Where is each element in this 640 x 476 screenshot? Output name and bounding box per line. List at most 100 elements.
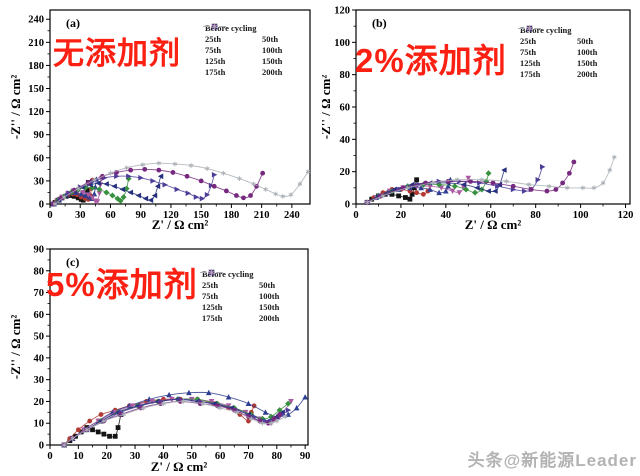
svg-text:0: 0 — [47, 451, 52, 462]
legend-entry: 100th — [518, 25, 598, 57]
legend-entry: 175th — [203, 23, 260, 77]
svg-text:80: 80 — [340, 70, 351, 81]
legend-label: Before cycling — [205, 22, 257, 33]
legend-entry: 75th — [200, 269, 257, 301]
legend-label: 100th — [262, 44, 283, 55]
svg-text:90: 90 — [300, 451, 311, 462]
legend-marker-star — [200, 269, 223, 276]
legend-label: 125th — [520, 57, 541, 68]
legend-entry: 25th — [518, 25, 575, 46]
legend-label: 100th — [577, 46, 598, 57]
svg-text:40: 40 — [340, 135, 351, 146]
legend-label: 25th — [520, 35, 537, 46]
legend-label: Before cycling — [202, 268, 254, 279]
legend-row: 125th 150th — [200, 269, 280, 312]
legend-entry: 75th — [203, 23, 260, 55]
svg-text:60: 60 — [34, 153, 45, 164]
legend-a: Before cycling 25th 50th 75th 100th 125th 150t… — [203, 22, 282, 77]
legend-c: Before cycling 25th 50th 75th 100th 125th 150t… — [200, 268, 279, 323]
svg-text:0: 0 — [353, 210, 358, 221]
legend-entry: 200th — [518, 25, 597, 79]
series-200th — [364, 154, 617, 205]
legend-entry: 175th — [200, 269, 257, 323]
svg-text:20: 20 — [101, 451, 112, 462]
legend-label: 150th — [262, 55, 283, 66]
watermark: 头条@新能源Leader — [468, 446, 637, 471]
legend-entry: 150th — [203, 23, 283, 66]
legend-label: 75th — [202, 290, 219, 301]
legend-entry: 100th — [203, 23, 283, 55]
legend-entry: 100th — [200, 269, 279, 301]
svg-text:(a): (a) — [66, 16, 80, 30]
legend-entry: 25th — [200, 269, 257, 290]
svg-text:180: 180 — [224, 210, 240, 221]
svg-text:-Z'' / Ω cm²: -Z'' / Ω cm² — [322, 75, 333, 140]
plot-c-svg: 0 10 20 30 40 50 60 70 80 90 0 10 20 30 40 50 60 70 80 90 Z'… — [8, 245, 311, 475]
legend-label: 50th — [259, 279, 276, 290]
nyquist-chart-a: 0 30 60 90 120 150 180 210 240 0 30 60 90 120 150 180 21… — [6, 0, 318, 234]
svg-text:20: 20 — [34, 397, 45, 408]
legend-marker-star — [203, 23, 226, 30]
annotation-2pct-additive: 2%添加剂 — [355, 42, 507, 79]
plot-b-svg: 0 20 40 60 80 100 120 0 20 40 60 80 100 120 Z' / Ω cm²… — [322, 6, 633, 233]
svg-text:70: 70 — [243, 451, 254, 462]
legend-label: 25th — [205, 33, 222, 44]
legend-row: 25th 50th — [203, 23, 282, 44]
series-200th — [52, 160, 311, 207]
svg-text:80: 80 — [530, 210, 541, 221]
legend-entry: 125th — [200, 269, 257, 312]
svg-text:30: 30 — [34, 375, 45, 386]
svg-text:60: 60 — [486, 210, 497, 221]
svg-text:90: 90 — [34, 130, 45, 141]
svg-text:50: 50 — [34, 332, 45, 343]
legend-entry: 150th — [200, 269, 280, 312]
legend-label: 75th — [520, 46, 537, 57]
svg-text:150: 150 — [28, 84, 44, 95]
svg-text:30: 30 — [130, 451, 141, 462]
legend-entry: 125th — [518, 25, 575, 68]
legend-entry: 175th — [518, 25, 575, 79]
svg-text:210: 210 — [254, 210, 270, 221]
legend-entry: 25th — [203, 23, 260, 44]
legend-row: 125th 150th — [518, 25, 598, 68]
legend-label: 175th — [520, 68, 541, 79]
legend-marker-star — [518, 25, 541, 32]
legend-row: 125th 150th — [203, 23, 283, 66]
legend-entry: 125th — [203, 23, 260, 66]
svg-text:100: 100 — [334, 38, 350, 49]
svg-text:240: 240 — [284, 210, 300, 221]
svg-text:0: 0 — [47, 210, 52, 221]
legend-label: 150th — [577, 57, 598, 68]
svg-text:60: 60 — [34, 310, 45, 321]
legend-entry: 75th — [518, 25, 575, 57]
annotation-no-additive: 无添加剂 — [53, 36, 181, 71]
svg-text:50: 50 — [187, 451, 198, 462]
svg-text:20: 20 — [396, 210, 407, 221]
legend-label: 50th — [577, 35, 594, 46]
legend-entry: 200th — [203, 23, 282, 77]
legend-row: 75th 100th — [518, 25, 598, 57]
svg-text:80: 80 — [272, 451, 283, 462]
svg-text:40: 40 — [158, 451, 169, 462]
legend-entry: 50th — [200, 269, 276, 290]
svg-text:10: 10 — [34, 419, 45, 430]
svg-text:90: 90 — [34, 245, 45, 256]
svg-text:70: 70 — [34, 288, 45, 299]
legend-label: 125th — [205, 55, 226, 66]
legend-label: 150th — [259, 301, 280, 312]
series-125th — [364, 167, 507, 206]
legend-row: 175th 200th — [200, 269, 279, 323]
svg-text:-Z'' / Ω cm²: -Z'' / Ω cm² — [8, 315, 23, 380]
svg-text:20: 20 — [340, 167, 351, 178]
legend-b: Before cycling 25th 50th 75th 100th 125th 150t… — [518, 24, 597, 79]
legend-entry: 50th — [518, 25, 594, 46]
legend-label: 125th — [202, 301, 223, 312]
svg-text:(c): (c) — [66, 255, 79, 269]
svg-text:240: 240 — [28, 15, 44, 26]
series-100th — [364, 170, 492, 206]
svg-text:40: 40 — [34, 353, 45, 364]
svg-text:120: 120 — [334, 6, 350, 17]
svg-text:0: 0 — [39, 441, 44, 452]
legend-row: 75th 100th — [203, 23, 283, 55]
